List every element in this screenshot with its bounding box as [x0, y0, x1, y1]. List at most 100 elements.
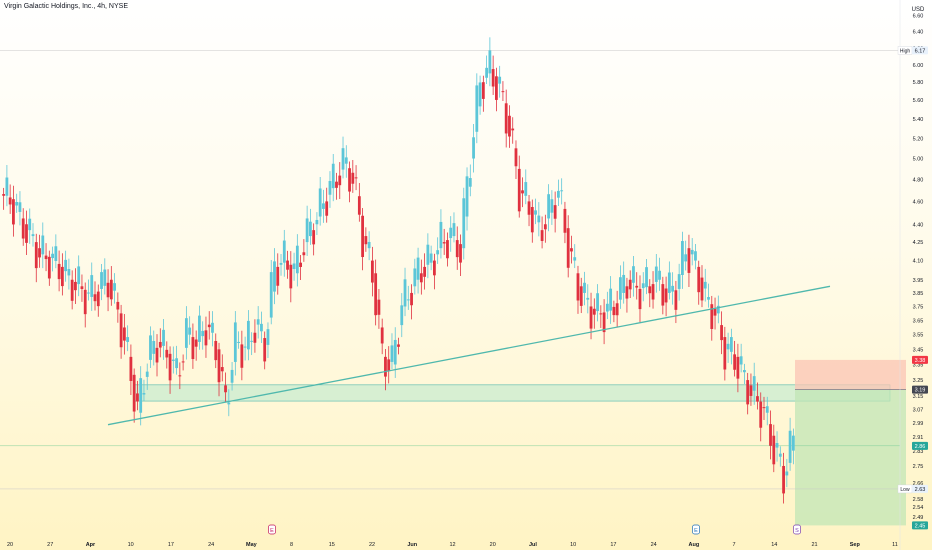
candle[interactable] — [560, 190, 564, 192]
candle[interactable] — [772, 435, 776, 465]
candle[interactable] — [335, 181, 338, 188]
candle[interactable] — [446, 240, 449, 259]
candle[interactable] — [550, 199, 554, 213]
candle[interactable] — [579, 286, 583, 306]
candle[interactable] — [237, 341, 240, 343]
candle[interactable] — [778, 453, 782, 457]
candle[interactable] — [106, 282, 110, 298]
candle[interactable] — [44, 255, 48, 260]
candle[interactable] — [348, 168, 351, 192]
candle[interactable] — [746, 380, 750, 405]
candle[interactable] — [15, 202, 19, 206]
candle[interactable] — [126, 337, 130, 342]
candle[interactable] — [527, 201, 531, 215]
candle[interactable] — [380, 327, 384, 344]
candle[interactable] — [155, 347, 159, 363]
candle[interactable] — [589, 306, 593, 329]
candle[interactable] — [632, 266, 635, 283]
candle[interactable] — [684, 254, 688, 262]
candle[interactable] — [344, 157, 348, 164]
candle[interactable] — [119, 313, 123, 348]
event-marker-earnings[interactable] — [268, 524, 276, 535]
candle[interactable] — [782, 465, 785, 494]
candle[interactable] — [410, 292, 413, 306]
candle[interactable] — [436, 250, 440, 255]
candle[interactable] — [674, 290, 678, 310]
candle[interactable] — [654, 266, 658, 282]
candle[interactable] — [315, 219, 319, 225]
candle[interactable] — [785, 471, 789, 476]
candle[interactable] — [622, 274, 626, 293]
candle[interactable] — [638, 288, 642, 310]
candle[interactable] — [570, 248, 573, 252]
candle[interactable] — [47, 256, 51, 279]
candle[interactable] — [224, 385, 227, 393]
candle[interactable] — [521, 190, 524, 194]
candle[interactable] — [269, 272, 273, 318]
candle[interactable] — [51, 253, 54, 259]
candle[interactable] — [664, 288, 668, 303]
candle[interactable] — [96, 291, 100, 307]
candle[interactable] — [374, 273, 378, 316]
candle[interactable] — [566, 228, 570, 268]
candle[interactable] — [308, 221, 312, 237]
candle[interactable] — [775, 443, 779, 448]
candle[interactable] — [149, 335, 152, 360]
candle[interactable] — [759, 401, 763, 428]
candle[interactable] — [697, 266, 701, 293]
candle[interactable] — [576, 273, 580, 301]
candle[interactable] — [641, 283, 645, 289]
event-marker-split[interactable] — [793, 524, 801, 535]
candle[interactable] — [677, 274, 681, 289]
candle[interactable] — [361, 215, 365, 258]
candle[interactable] — [485, 67, 489, 78]
candle[interactable] — [113, 283, 116, 291]
candle[interactable] — [165, 349, 169, 358]
candle[interactable] — [543, 224, 547, 230]
candle[interactable] — [227, 402, 231, 405]
candle[interactable] — [377, 299, 381, 315]
candle[interactable] — [171, 359, 175, 361]
candle[interactable] — [90, 275, 94, 297]
candle[interactable] — [635, 285, 639, 288]
candle[interactable] — [162, 329, 165, 346]
candle[interactable] — [762, 407, 766, 409]
candle[interactable] — [122, 327, 126, 341]
candle[interactable] — [726, 343, 730, 350]
candle[interactable] — [687, 248, 691, 273]
candle[interactable] — [573, 257, 577, 261]
candle[interactable] — [416, 257, 420, 280]
candle[interactable] — [406, 299, 410, 301]
candle[interactable] — [34, 242, 38, 269]
candle[interactable] — [694, 251, 697, 261]
candle[interactable] — [599, 313, 603, 315]
candle[interactable] — [468, 178, 472, 187]
candle[interactable] — [2, 194, 6, 196]
candle[interactable] — [282, 240, 286, 263]
candle[interactable] — [246, 320, 250, 350]
candle[interactable] — [103, 269, 107, 286]
candle[interactable] — [756, 396, 759, 402]
candle[interactable] — [312, 230, 316, 245]
candle[interactable] — [286, 260, 289, 270]
candle[interactable] — [547, 194, 551, 219]
candle[interactable] — [80, 286, 84, 290]
candle[interactable] — [351, 172, 355, 184]
candle[interactable] — [77, 266, 81, 285]
candle[interactable] — [250, 340, 254, 342]
candle[interactable] — [318, 188, 322, 217]
candle[interactable] — [41, 235, 45, 255]
candle[interactable] — [700, 277, 704, 301]
candle[interactable] — [325, 201, 329, 216]
candle[interactable] — [449, 227, 453, 239]
candle[interactable] — [498, 76, 502, 84]
candle[interactable] — [707, 297, 710, 300]
candle[interactable] — [791, 435, 795, 451]
candle[interactable] — [12, 199, 15, 225]
candle[interactable] — [592, 308, 596, 315]
candle[interactable] — [713, 308, 717, 316]
candle[interactable] — [211, 322, 214, 333]
candle[interactable] — [191, 337, 195, 360]
candle[interactable] — [788, 430, 792, 463]
